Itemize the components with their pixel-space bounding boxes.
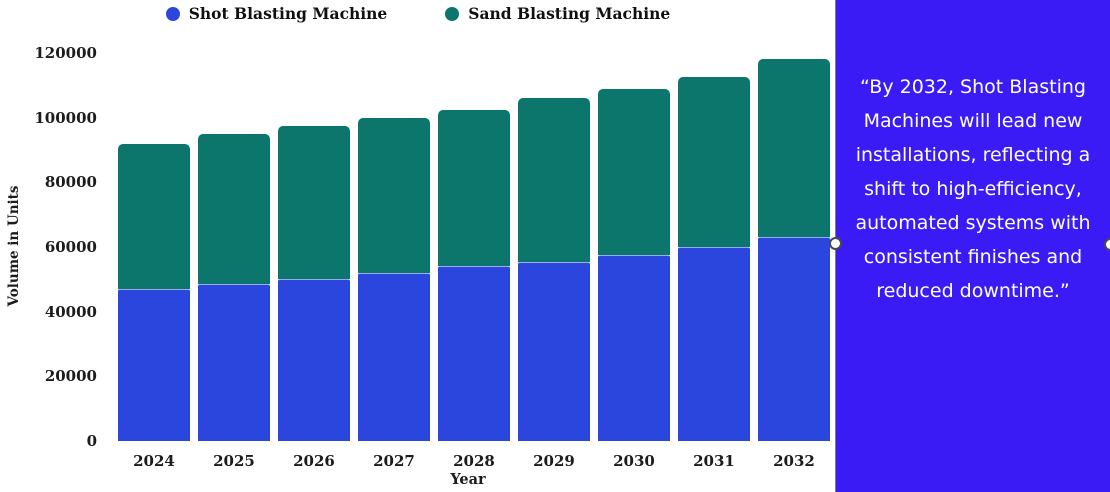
bar-segment-shot-blasting[interactable] bbox=[118, 289, 190, 441]
stacked-bar-chart: Shot Blasting Machine Sand Blasting Mach… bbox=[0, 4, 836, 488]
bar-2031[interactable] bbox=[678, 77, 750, 441]
bar-segment-shot-blasting[interactable] bbox=[678, 247, 750, 441]
bar-2025[interactable] bbox=[198, 133, 270, 441]
y-tick-labels: 0 20000 40000 60000 80000 100000 120000 bbox=[0, 44, 97, 450]
bar-segment-sand-blasting[interactable] bbox=[118, 143, 190, 290]
bar-segment-sand-blasting[interactable] bbox=[278, 125, 350, 280]
y-tick-label: 60000 bbox=[44, 238, 97, 256]
bar-segment-shot-blasting[interactable] bbox=[518, 261, 590, 441]
legend-item-shot-blasting[interactable]: Shot Blasting Machine bbox=[165, 4, 388, 23]
y-tick-label: 80000 bbox=[44, 173, 97, 192]
legend-item-sand-blasting[interactable]: Sand Blasting Machine bbox=[445, 4, 670, 23]
x-tick-label: 2027 bbox=[373, 452, 415, 470]
bar-segment-sand-blasting[interactable] bbox=[438, 109, 510, 267]
bar-segment-sand-blasting[interactable] bbox=[358, 117, 430, 273]
x-tick-label: 2026 bbox=[293, 452, 335, 470]
bar-segment-shot-blasting[interactable] bbox=[278, 279, 350, 441]
bar-segment-shot-blasting[interactable] bbox=[438, 266, 510, 441]
bar-2030[interactable] bbox=[598, 88, 670, 441]
bar-segment-sand-blasting[interactable] bbox=[518, 98, 590, 262]
legend-label-sand-blasting: Sand Blasting Machine bbox=[468, 4, 671, 23]
y-tick-label: 0 bbox=[86, 432, 97, 450]
x-tick-label: 2028 bbox=[453, 452, 495, 470]
bar-2028[interactable] bbox=[438, 109, 510, 441]
resize-handle-right[interactable] bbox=[1104, 238, 1110, 251]
y-tick-label: 20000 bbox=[44, 367, 97, 386]
y-tick-label: 40000 bbox=[44, 302, 97, 321]
legend-dot-shot-blasting-icon bbox=[165, 6, 180, 21]
bar-segment-shot-blasting[interactable] bbox=[758, 237, 830, 441]
legend-dot-sand-blasting-icon bbox=[445, 6, 460, 21]
quote-panel[interactable]: “By 2032, Shot Blasting Machines will le… bbox=[836, 0, 1110, 492]
x-tick-label: 2029 bbox=[533, 452, 575, 470]
bar-2032[interactable] bbox=[758, 59, 830, 441]
chart-legend: Shot Blasting Machine Sand Blasting Mach… bbox=[0, 4, 836, 23]
x-tick-label: 2024 bbox=[133, 452, 175, 470]
resize-handle-left[interactable] bbox=[829, 237, 842, 250]
bar-2029[interactable] bbox=[518, 98, 590, 441]
y-tick-label: 120000 bbox=[34, 44, 97, 62]
x-tick-label: 2030 bbox=[613, 452, 655, 470]
bar-segment-shot-blasting[interactable] bbox=[358, 272, 430, 441]
bar-2027[interactable] bbox=[358, 117, 430, 441]
x-axis-title: Year bbox=[450, 471, 486, 488]
bar-segment-shot-blasting[interactable] bbox=[598, 255, 670, 441]
bar-segment-sand-blasting[interactable] bbox=[598, 88, 670, 256]
bar-segment-sand-blasting[interactable] bbox=[758, 59, 830, 238]
bar-segment-sand-blasting[interactable] bbox=[198, 133, 270, 285]
x-tick-label: 2025 bbox=[213, 452, 255, 470]
bar-segment-shot-blasting[interactable] bbox=[198, 284, 270, 441]
bar-2026[interactable] bbox=[278, 125, 350, 441]
plot-area bbox=[100, 53, 836, 441]
y-tick-label: 100000 bbox=[34, 108, 97, 127]
bar-segment-sand-blasting[interactable] bbox=[678, 77, 750, 247]
legend-label-shot-blasting: Shot Blasting Machine bbox=[188, 4, 388, 23]
quote-text: “By 2032, Shot Blasting Machines will le… bbox=[855, 76, 1091, 302]
x-tick-label: 2031 bbox=[693, 452, 735, 470]
bar-2024[interactable] bbox=[118, 143, 190, 441]
x-tick-labels: 2024 2025 2026 2027 2028 2029 2030 2031 2032 bbox=[100, 452, 836, 474]
x-tick-label: 2032 bbox=[773, 452, 815, 470]
